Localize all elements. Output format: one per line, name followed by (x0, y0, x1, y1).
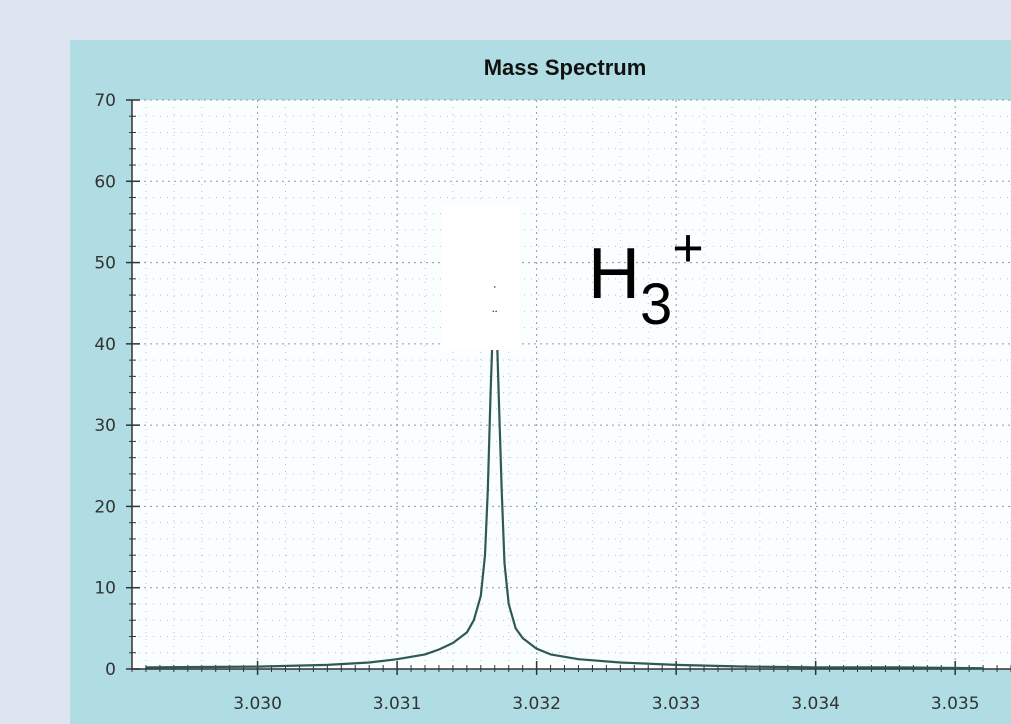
data-point (493, 286, 496, 288)
redaction-patch (442, 205, 519, 350)
data-point (480, 595, 482, 597)
data-point (396, 658, 398, 661)
chart-panel: Mass Spectrum H3+ 0 10 20 30 40 50 60 70 3.030 3.… (70, 40, 1011, 724)
x-tick-label: 3.031 (373, 694, 422, 714)
data-point (473, 619, 475, 622)
data-point (982, 667, 984, 669)
data-point (500, 489, 503, 491)
data-point (326, 664, 329, 666)
data-point (503, 562, 506, 565)
y-tick-label: 70 (94, 91, 116, 111)
data-point (549, 653, 552, 656)
tick-labels: 0 10 20 30 40 50 60 70 3.030 3.031 3.032 3.033 3.034… (94, 91, 979, 714)
x-tick-label: 3.032 (512, 694, 561, 714)
data-point (256, 665, 259, 668)
data-point (484, 554, 486, 556)
data-point (466, 631, 468, 634)
y-tick-label: 40 (94, 335, 116, 355)
ion-label-subscript: 3 (640, 272, 672, 337)
data-point (507, 603, 510, 605)
ion-label: H3+ (588, 218, 704, 337)
data-point (495, 310, 497, 313)
y-tick-label: 0 (105, 660, 116, 680)
x-tick-label: 3.034 (791, 694, 840, 714)
data-point (619, 661, 622, 664)
data-point (745, 665, 747, 668)
y-tick-label: 10 (94, 579, 116, 599)
data-point (498, 399, 500, 402)
ion-label-superscript: + (672, 218, 704, 278)
plot-area (132, 100, 1011, 669)
x-tick-label: 3.035 (931, 694, 980, 714)
data-point (145, 666, 147, 669)
data-point (521, 637, 524, 639)
data-point (514, 627, 517, 630)
y-tick-label: 50 (94, 254, 116, 274)
y-tick-label: 30 (94, 416, 116, 436)
data-point (452, 642, 454, 644)
chart-title: Mass Spectrum (484, 55, 647, 80)
data-point (814, 666, 817, 669)
data-point (577, 658, 580, 661)
data-point (492, 310, 495, 313)
x-tick-label: 3.033 (652, 694, 701, 714)
y-tick-label: 20 (94, 497, 116, 517)
data-point (489, 391, 492, 394)
data-point (898, 666, 901, 669)
ion-label-base: H (588, 234, 640, 314)
data-point (486, 489, 489, 491)
data-point (424, 653, 426, 656)
data-point (438, 648, 440, 651)
data-point (675, 664, 677, 666)
axes (126, 99, 1011, 675)
y-tick-label: 60 (94, 172, 116, 192)
peak-marks (145, 286, 984, 669)
data-point (535, 647, 538, 650)
grid-lines (132, 99, 1011, 669)
x-tick-label: 3.030 (233, 694, 282, 714)
mass-spectrum-chart: Mass Spectrum H3+ 0 10 20 30 40 50 60 70 3.030 3.… (94, 55, 1011, 714)
data-point (368, 661, 370, 664)
